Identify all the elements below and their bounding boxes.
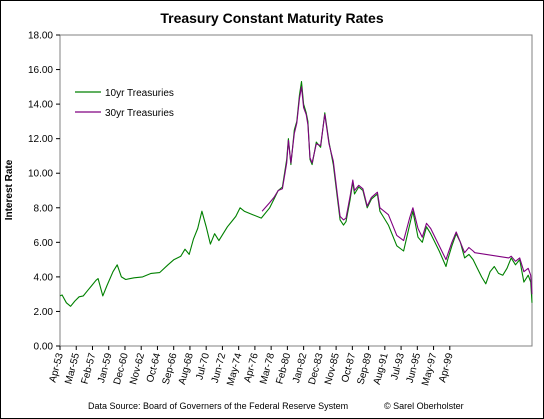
x-axis: Apr-53Mar-55Feb-57Jan-59Dec-60Nov-62Oct-… <box>48 346 456 387</box>
y-tick-label: 10.00 <box>28 169 53 180</box>
series-line-1 <box>261 86 533 295</box>
series-layer <box>59 81 533 307</box>
y-tick-label: 16.00 <box>28 65 53 76</box>
legend-label-30yr: 30yr Treasuries <box>105 108 174 119</box>
y-tick-label: 8.00 <box>34 203 54 214</box>
x-tick-label: Oct-87 <box>340 352 359 384</box>
data-source-note: Data Source: Board of Governers of the F… <box>88 401 349 411</box>
y-tick-label: 12.00 <box>28 134 53 145</box>
y-axis-label: Interest Rate <box>4 159 15 220</box>
legend-label-10yr: 10yr Treasuries <box>105 88 174 99</box>
x-tick-label: Apr-76 <box>242 352 261 384</box>
chart-title: Treasury Constant Maturity Rates <box>160 10 384 26</box>
legend: 10yr Treasuries 30yr Treasuries <box>75 88 174 119</box>
y-tick-label: 4.00 <box>34 272 54 283</box>
y-tick-label: 6.00 <box>34 238 54 249</box>
x-tick-label: Jul-93 <box>389 352 407 382</box>
y-tick-label: 0.00 <box>34 342 54 353</box>
y-axis: 0.00 2.00 4.00 6.00 8.00 10.00 12.00 14.00 16.00… <box>28 31 60 353</box>
series-line-0 <box>59 81 533 307</box>
x-tick-label: Apr-99 <box>437 352 456 384</box>
copyright-credit: © Sarel Oberholster <box>384 401 464 411</box>
plot-area <box>59 34 533 347</box>
y-tick-label: 18.00 <box>28 31 53 42</box>
x-tick-label: Oct-64 <box>145 352 164 384</box>
x-tick-label: Jul-70 <box>194 352 212 382</box>
y-tick-label: 2.00 <box>34 307 54 318</box>
x-tick-label: Aug-91 <box>372 352 391 386</box>
y-tick-label: 14.00 <box>28 100 53 111</box>
x-tick-label: Apr-53 <box>48 352 67 384</box>
x-tick-label: Aug-68 <box>177 352 196 386</box>
